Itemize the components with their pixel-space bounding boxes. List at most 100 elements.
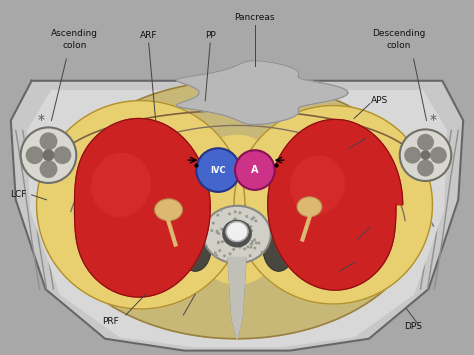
Circle shape (218, 232, 220, 235)
Text: PRF: PRF (102, 317, 119, 326)
Text: IVC: IVC (210, 165, 226, 175)
Circle shape (232, 238, 235, 241)
Ellipse shape (222, 220, 252, 247)
Text: ARF: ARF (140, 31, 157, 40)
Text: LCF: LCF (10, 190, 26, 200)
Polygon shape (268, 120, 403, 290)
Text: APS: APS (371, 96, 388, 105)
Circle shape (225, 238, 228, 241)
Ellipse shape (155, 199, 182, 221)
Circle shape (252, 216, 255, 219)
Ellipse shape (39, 160, 57, 178)
Ellipse shape (226, 222, 248, 241)
Ellipse shape (272, 236, 311, 258)
Circle shape (246, 245, 249, 248)
Circle shape (255, 241, 258, 245)
Text: RMP: RMP (367, 131, 386, 140)
Circle shape (238, 246, 242, 248)
Circle shape (255, 219, 257, 222)
Text: TF: TF (173, 317, 184, 326)
Circle shape (233, 218, 236, 221)
Ellipse shape (404, 147, 421, 164)
Circle shape (210, 229, 213, 232)
Polygon shape (228, 257, 246, 339)
Circle shape (217, 241, 220, 244)
Circle shape (225, 236, 228, 239)
Text: DPS: DPS (404, 322, 422, 331)
Ellipse shape (54, 146, 71, 164)
Ellipse shape (26, 146, 44, 164)
Circle shape (249, 225, 252, 228)
Ellipse shape (297, 197, 322, 217)
Polygon shape (182, 135, 292, 284)
Circle shape (249, 242, 252, 246)
Polygon shape (27, 91, 447, 347)
Circle shape (245, 215, 248, 218)
Circle shape (243, 235, 246, 237)
Circle shape (250, 242, 254, 245)
Circle shape (215, 254, 218, 257)
Polygon shape (228, 257, 246, 339)
Polygon shape (48, 81, 426, 339)
Circle shape (249, 254, 252, 257)
Ellipse shape (91, 153, 151, 217)
Circle shape (250, 218, 254, 220)
Circle shape (214, 251, 217, 254)
Ellipse shape (417, 134, 434, 151)
Text: *: * (430, 114, 437, 127)
Ellipse shape (430, 147, 447, 164)
Circle shape (221, 240, 224, 243)
Circle shape (249, 246, 253, 248)
Ellipse shape (226, 222, 248, 241)
Circle shape (238, 211, 241, 214)
Circle shape (216, 214, 219, 217)
Polygon shape (176, 61, 348, 125)
Polygon shape (74, 119, 210, 297)
Circle shape (212, 222, 215, 225)
Ellipse shape (263, 224, 294, 271)
Ellipse shape (39, 132, 57, 150)
Ellipse shape (290, 155, 345, 214)
Circle shape (233, 235, 236, 238)
Circle shape (239, 245, 242, 248)
Circle shape (226, 226, 229, 229)
Circle shape (233, 221, 236, 224)
Circle shape (223, 255, 226, 257)
Text: A: A (251, 165, 259, 175)
Circle shape (247, 230, 250, 233)
Circle shape (217, 241, 220, 244)
Text: colon: colon (62, 41, 86, 50)
Circle shape (232, 248, 235, 251)
Text: *: * (37, 114, 44, 127)
Polygon shape (234, 105, 432, 304)
Circle shape (225, 240, 228, 243)
Circle shape (251, 240, 254, 243)
Circle shape (218, 249, 221, 252)
Text: PP: PP (205, 31, 216, 40)
Circle shape (214, 255, 217, 258)
Circle shape (253, 247, 256, 250)
Circle shape (400, 129, 451, 181)
Circle shape (261, 251, 264, 254)
Text: Descending: Descending (372, 29, 425, 38)
Circle shape (234, 211, 237, 213)
Circle shape (234, 217, 237, 220)
Text: PPS: PPS (294, 305, 311, 313)
Ellipse shape (163, 236, 202, 258)
Circle shape (229, 222, 232, 225)
Circle shape (228, 252, 232, 255)
Circle shape (43, 149, 55, 161)
Text: Ascending: Ascending (51, 29, 98, 38)
Circle shape (257, 242, 260, 245)
Ellipse shape (180, 224, 211, 271)
Circle shape (253, 238, 256, 241)
Circle shape (246, 223, 249, 226)
Text: Pancreas: Pancreas (235, 13, 275, 22)
Circle shape (196, 148, 240, 192)
Circle shape (245, 231, 247, 234)
Text: RRS: RRS (357, 255, 375, 264)
Polygon shape (11, 81, 463, 351)
Text: colon: colon (386, 41, 411, 50)
Circle shape (216, 231, 219, 234)
Circle shape (216, 230, 219, 233)
